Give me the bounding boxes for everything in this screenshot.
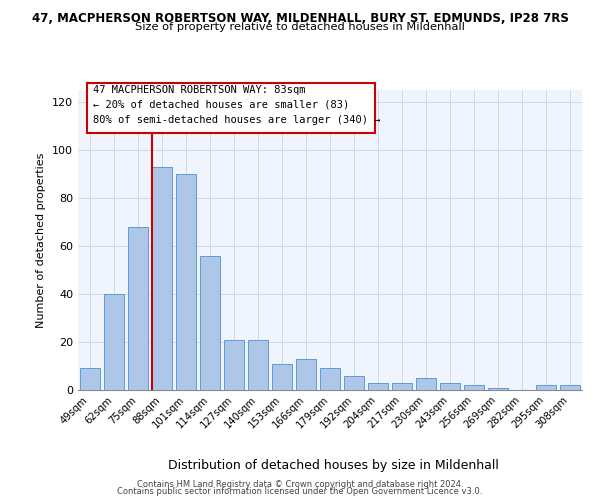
Bar bbox=[560, 385, 580, 390]
Bar bbox=[440, 383, 460, 390]
Bar bbox=[296, 359, 316, 390]
Bar bbox=[392, 383, 412, 390]
Bar bbox=[200, 256, 220, 390]
Y-axis label: Number of detached properties: Number of detached properties bbox=[37, 152, 46, 328]
Bar bbox=[128, 227, 148, 390]
Text: Contains public sector information licensed under the Open Government Licence v3: Contains public sector information licen… bbox=[118, 488, 482, 496]
Bar bbox=[320, 368, 340, 390]
Text: Size of property relative to detached houses in Mildenhall: Size of property relative to detached ho… bbox=[135, 22, 465, 32]
Bar bbox=[464, 385, 484, 390]
Text: Distribution of detached houses by size in Mildenhall: Distribution of detached houses by size … bbox=[167, 460, 499, 472]
Bar bbox=[488, 388, 508, 390]
Bar bbox=[176, 174, 196, 390]
Bar bbox=[344, 376, 364, 390]
Bar bbox=[248, 340, 268, 390]
Bar bbox=[368, 383, 388, 390]
Text: 47 MACPHERSON ROBERTSON WAY: 83sqm
← 20% of detached houses are smaller (83)
80%: 47 MACPHERSON ROBERTSON WAY: 83sqm ← 20%… bbox=[93, 85, 380, 124]
Bar bbox=[80, 368, 100, 390]
Bar bbox=[272, 364, 292, 390]
Bar bbox=[536, 385, 556, 390]
Text: Contains HM Land Registry data © Crown copyright and database right 2024.: Contains HM Land Registry data © Crown c… bbox=[137, 480, 463, 489]
Text: 47, MACPHERSON ROBERTSON WAY, MILDENHALL, BURY ST. EDMUNDS, IP28 7RS: 47, MACPHERSON ROBERTSON WAY, MILDENHALL… bbox=[32, 12, 568, 26]
Bar bbox=[152, 167, 172, 390]
Bar bbox=[416, 378, 436, 390]
Bar bbox=[224, 340, 244, 390]
Bar bbox=[104, 294, 124, 390]
